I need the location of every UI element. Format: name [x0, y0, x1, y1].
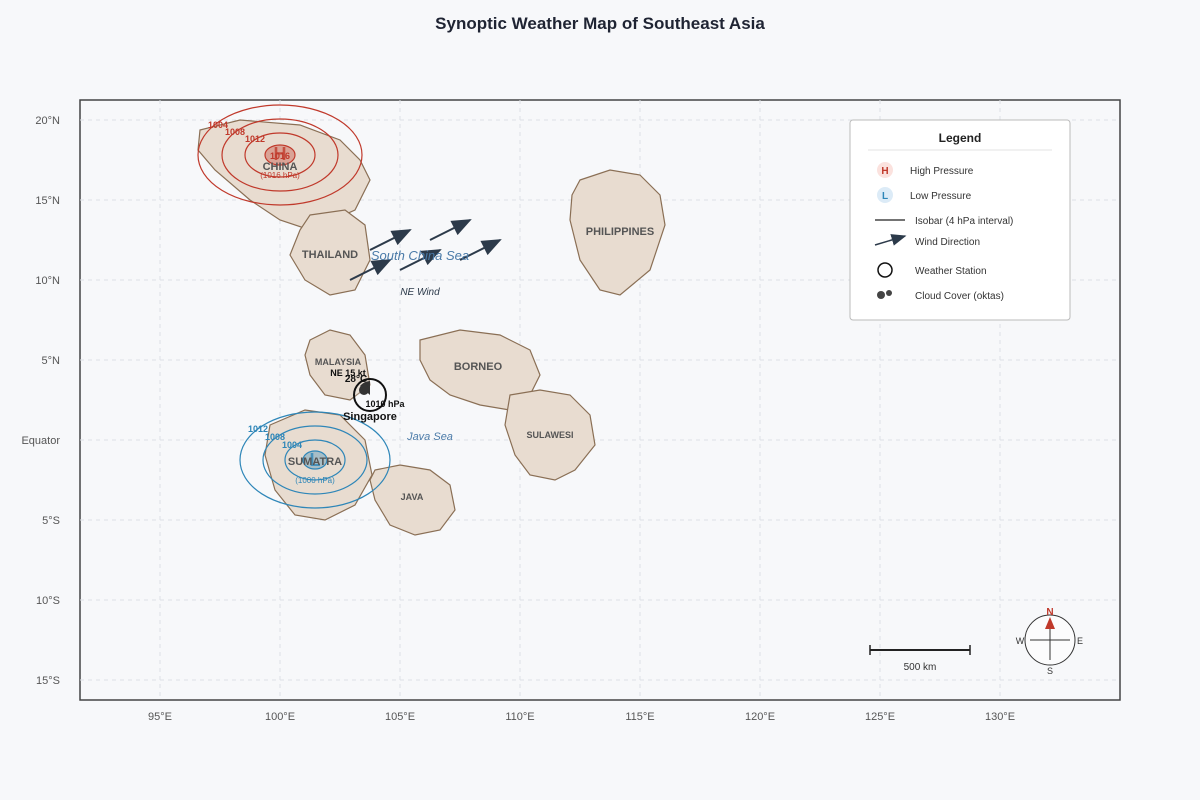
lon-label: 100°E — [265, 711, 295, 723]
high-pressure-symbol: H — [274, 144, 287, 164]
high-pressure-center — [264, 144, 296, 166]
latitude-labels: 20°N 15°N 10°N 5°N Equator 5°S 10°S 15°S — [21, 115, 60, 687]
weather-station-singapore[interactable]: 28°C NE 15 kt 1010 hPa Singapore — [330, 368, 405, 423]
cloud-cover-legend-icon — [877, 291, 885, 299]
lon-label: 130°E — [985, 711, 1015, 723]
map-title: Synoptic Weather Map of Southeast Asia — [435, 14, 765, 33]
station-wind: NE 15 kt — [330, 368, 366, 378]
isobar-label: 1008 — [265, 432, 285, 442]
north-arrow-icon — [1045, 617, 1055, 629]
isobar-line — [262, 425, 368, 495]
scale-bar: 500 km — [869, 645, 971, 673]
high-pressure-legend-symbol: H — [881, 166, 888, 177]
isobar-line — [239, 411, 391, 509]
thailand-label: THAILAND — [302, 249, 358, 261]
legend-item-wind: Wind Direction — [915, 237, 980, 248]
isobar-label: 1004 — [282, 440, 302, 450]
isobar-line — [244, 132, 316, 178]
region-labels: THAILAND PHILIPPINES MALAYSIA BORNEO SUL… — [302, 226, 654, 502]
isobar-line — [221, 118, 339, 192]
lat-label: Equator — [21, 435, 60, 447]
wind-arrow — [399, 249, 442, 271]
lon-label: 120°E — [745, 711, 775, 723]
legend-item-isobar: Isobar (4 hPa interval) — [915, 216, 1013, 227]
java-landmass — [369, 464, 456, 536]
legend-box — [849, 119, 1071, 321]
lat-label: 15°N — [35, 195, 60, 207]
cloud-cover-dot — [359, 385, 369, 395]
sumatra-label: SUMATRA — [288, 456, 342, 468]
longitude-labels: 95°E 100°E 105°E 110°E 115°E 120°E 125°E… — [148, 711, 1015, 723]
wind-note: NE Wind — [400, 287, 440, 298]
isobar-label: 1004 — [208, 120, 228, 130]
wind-arrows — [349, 219, 502, 281]
sulawesi-label: SULAWESI — [526, 430, 573, 440]
low-pressure-legend-icon — [877, 187, 893, 203]
cloud-cover-legend-icon — [886, 290, 892, 296]
low-pressure-legend-symbol: L — [882, 191, 888, 202]
station-temperature: 28°C — [345, 374, 367, 385]
legend-item-low: Low Pressure — [910, 191, 972, 202]
legend-title: Legend — [939, 131, 982, 145]
legend-item-cloud: Cloud Cover (oktas) — [915, 291, 1004, 302]
borneo-label: BORNEO — [454, 361, 503, 373]
wind-arrow — [459, 239, 502, 261]
lat-label: 10°S — [36, 595, 60, 607]
compass-north: N — [1046, 607, 1053, 618]
isobar-label: 1008 — [225, 127, 245, 137]
isobar-label: 1016 — [270, 151, 290, 161]
lon-label: 105°E — [385, 711, 415, 723]
lat-label: 5°N — [42, 355, 61, 367]
china-label: CHINA — [263, 161, 298, 173]
compass-rose: N S E W — [1016, 607, 1083, 676]
lat-label: 20°N — [35, 115, 60, 127]
lon-label: 125°E — [865, 711, 895, 723]
low-pressure-value: (1000 hPa) — [295, 476, 335, 485]
philippines-landmass — [569, 169, 666, 296]
south-china-sea-label: South China Sea — [371, 248, 469, 263]
high-pressure-legend-icon — [877, 162, 893, 178]
philippines-label: PHILIPPINES — [586, 226, 654, 238]
lat-label: 10°N — [35, 275, 60, 287]
thailand-landmass — [289, 209, 371, 296]
isobar-label: 1012 — [245, 134, 265, 144]
lon-label: 95°E — [148, 711, 172, 723]
java-label: JAVA — [401, 492, 424, 502]
legend: Legend H High Pressure L Low Pressure Is… — [849, 119, 1071, 321]
station-name: Singapore — [343, 411, 397, 423]
lon-label: 115°E — [625, 711, 654, 723]
compass-west: W — [1016, 636, 1025, 646]
compass-east: E — [1077, 636, 1083, 646]
wind-arrow — [349, 259, 392, 281]
isobar-line — [197, 104, 363, 206]
landmasses — [197, 119, 666, 536]
station-pressure: 1010 hPa — [365, 399, 405, 409]
wind-direction-legend-icon — [874, 234, 907, 246]
wind-arrow — [429, 219, 472, 241]
legend-item-high: High Pressure — [910, 166, 974, 177]
lat-label: 5°S — [42, 515, 60, 527]
low-pressure-center — [302, 450, 328, 470]
legend-item-station: Weather Station — [915, 266, 987, 277]
malaysia-label: MALAYSIA — [315, 357, 362, 367]
weather-station-legend-icon — [877, 262, 893, 278]
isobar-label: 1012 — [248, 424, 268, 434]
high-pressure-value: (1016 hPa) — [260, 171, 300, 180]
scale-label: 500 km — [904, 662, 937, 673]
sulawesi-landmass — [504, 389, 596, 481]
wind-arrow — [369, 229, 412, 251]
java-sea-label: Java Sea — [406, 431, 453, 443]
low-pressure-symbol: L — [310, 450, 321, 470]
high-pressure-system: H 1016 1012 1008 1004 CHINA (1016 hPa) — [197, 104, 363, 206]
compass-south: S — [1047, 666, 1053, 676]
china-landmass — [197, 119, 371, 231]
lat-label: 15°S — [36, 675, 60, 687]
lon-label: 110°E — [505, 711, 534, 723]
isobar-line — [284, 439, 346, 481]
low-pressure-system: L 1004 1008 1012 SUMATRA (1000 hPa) — [239, 411, 391, 509]
